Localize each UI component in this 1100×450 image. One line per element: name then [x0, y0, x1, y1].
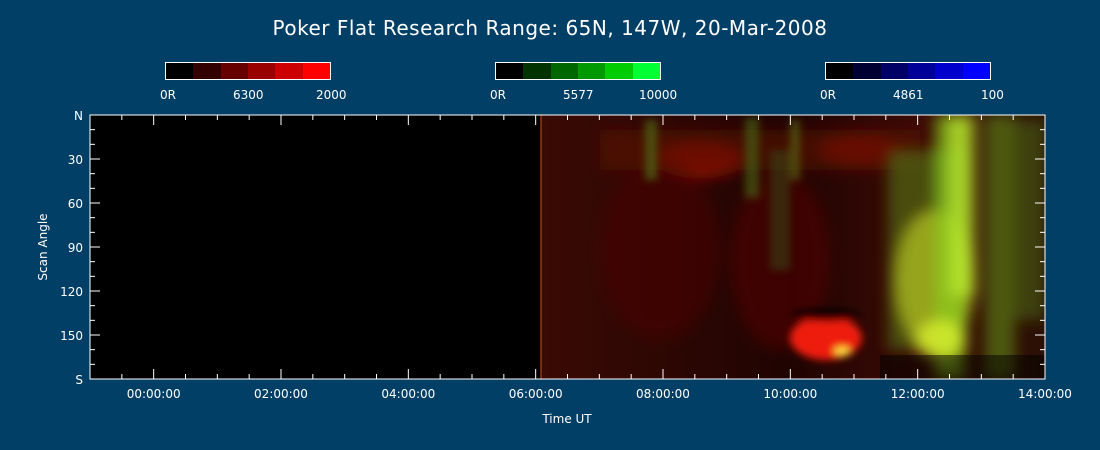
colorbar-6300 [165, 62, 331, 80]
x-tick-label: 02:00:00 [254, 387, 308, 401]
colorbar-6300-min-label: 0R [160, 88, 176, 102]
colorbar-4861-segment [880, 63, 908, 79]
colorbar-4861-segment [853, 63, 881, 79]
colorbar-5577-segment [605, 63, 633, 79]
x-tick-label: 14:00:00 [1018, 387, 1072, 401]
x-tick-label: 06:00:00 [509, 387, 563, 401]
colorbar-5577-max-label: 10000 [639, 88, 678, 102]
y-tick-label: 30 [68, 153, 83, 167]
y-axis: N 30 60 90 120 150 S [60, 109, 1045, 387]
y-tick-label: S [75, 373, 83, 387]
colorbar-4861-channel-label: 4861 [893, 88, 924, 102]
y-tick-label: 60 [68, 197, 83, 211]
colorbar-6300-segment [302, 63, 330, 79]
colorbar-6300-segment [166, 63, 194, 79]
colorbar-5577-segment [550, 63, 578, 79]
colorbar-5577-channel-label: 5577 [563, 88, 594, 102]
y-axis-label: Scan Angle [36, 213, 50, 280]
colorbar-5577 [495, 62, 661, 80]
y-tick-label: 120 [60, 285, 83, 299]
chart-title: Poker Flat Research Range: 65N, 147W, 20… [272, 16, 828, 40]
colorbar-4861-max-label: 100 [981, 88, 1004, 102]
colorbar-5577-segment [632, 63, 660, 79]
colorbar-6300-segment [247, 63, 276, 79]
colorbar-5577-segment [523, 63, 551, 79]
colorbar-6300-segment [275, 63, 303, 79]
y-tick-label: 150 [60, 329, 83, 343]
y-tick-label: 90 [68, 241, 83, 255]
keogram-image [540, 115, 1045, 379]
x-tick-label: 04:00:00 [381, 387, 435, 401]
x-axis-label: Time UT [541, 412, 592, 426]
colorbar-4861-segment [962, 63, 990, 79]
colorbar-6300-segment [193, 63, 221, 79]
y-tick-label: N [74, 109, 83, 123]
x-tick-label: 10:00:00 [763, 387, 817, 401]
x-tick-label: 00:00:00 [127, 387, 181, 401]
colorbar-5577-segment [577, 63, 606, 79]
colorbar-4861-segment [826, 63, 854, 79]
colorbar-6300-max-label: 2000 [316, 88, 347, 102]
colorbar-4861 [825, 62, 991, 80]
colorbar-6300-segment [220, 63, 248, 79]
colorbar-6300-channel-label: 6300 [233, 88, 264, 102]
colorbar-4861-min-label: 0R [820, 88, 836, 102]
colorbar-4861-segment [907, 63, 936, 79]
x-tick-label: 12:00:00 [891, 387, 945, 401]
colorbar-5577-min-label: 0R [490, 88, 506, 102]
colorbar-5577-segment [496, 63, 524, 79]
x-axis: 00:00:00 02:00:00 04:00:00 06:00:00 08:00:00… [89, 115, 1072, 401]
x-tick-label: 08:00:00 [636, 387, 690, 401]
colorbar-4861-segment [935, 63, 963, 79]
